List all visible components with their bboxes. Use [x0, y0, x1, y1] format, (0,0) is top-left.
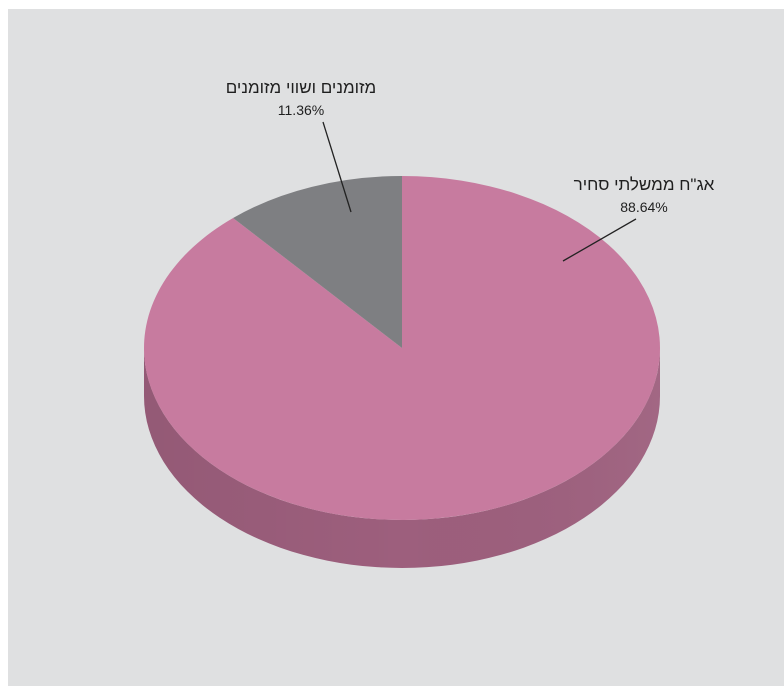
slice-label-value-1: 11.36%	[278, 102, 324, 118]
pie-slice-0	[143, 176, 660, 520]
slice-label-name-1: מזומנים ושווי מזומנים	[226, 78, 377, 97]
pie-side-walls	[144, 348, 660, 568]
slice-label-value-0: 88.64%	[620, 199, 667, 215]
pie-side-shading	[144, 348, 660, 568]
pie-slice-1	[233, 176, 402, 348]
pie-leader-lines	[322, 121, 637, 262]
leader-line-1	[322, 121, 352, 213]
slice-label-name-0: אג"ח ממשלתי סחיר	[574, 175, 715, 194]
leader-line-0	[562, 218, 637, 262]
pie-slices	[143, 176, 660, 520]
